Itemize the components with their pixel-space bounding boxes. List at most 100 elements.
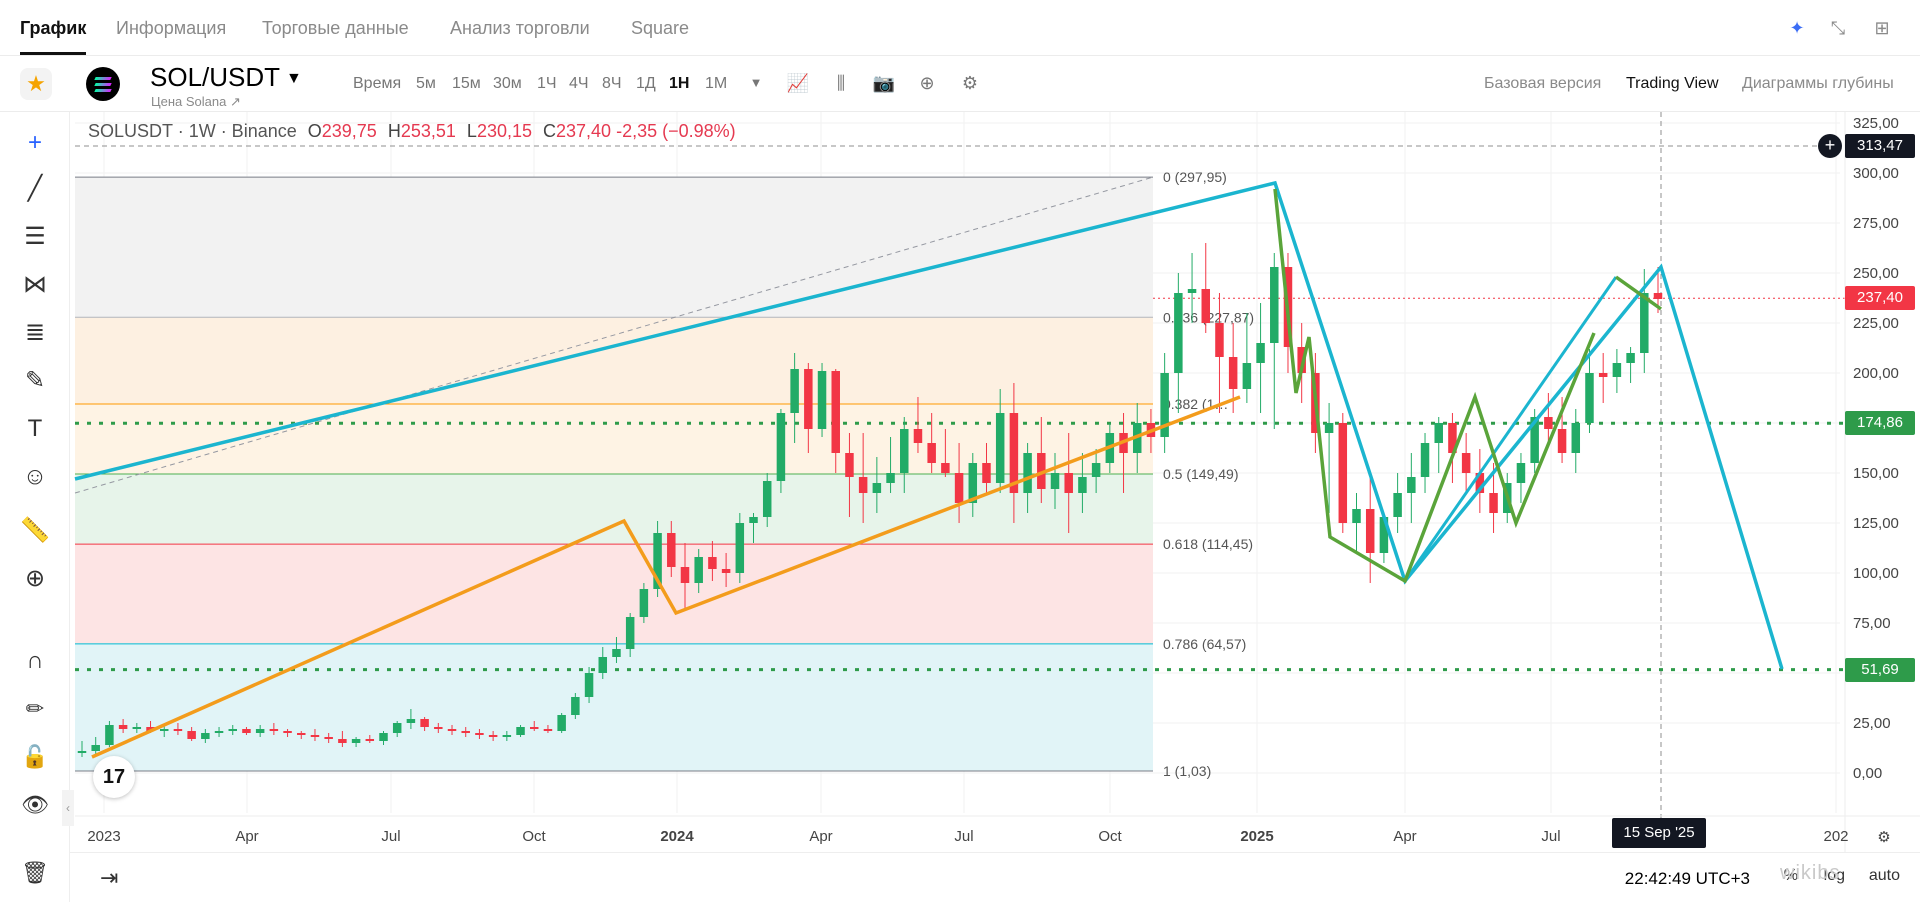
time-tick: Oct [522,828,546,845]
ai-sparkle-icon[interactable]: ✦ [1789,18,1805,38]
grid-layout-icon[interactable]: ⊞ [1874,18,1890,38]
fib-tools-icon[interactable]: ≣ [24,319,46,346]
candle-body [954,473,964,503]
candle-body [776,413,786,481]
tf-5m[interactable]: 5м [416,75,436,92]
candle-body [1160,373,1169,437]
lock-drawing-icon[interactable]: ✏ [25,696,45,721]
clock[interactable]: 22:42:49 UTC+3 [1624,869,1750,888]
crosshair-date-label: 15 Sep '25 [1612,818,1706,848]
zoom-in-icon[interactable]: ⊕ [24,565,46,592]
price-tick: 275,00 [1853,215,1899,232]
candle-body [1091,463,1101,477]
price-tick: 150,00 [1853,465,1899,482]
candle-body [1270,267,1279,343]
text-icon[interactable]: T [27,415,43,442]
current-price-label: 237,40 [1845,286,1915,310]
candle-body [995,413,1005,483]
price-tick: 125,00 [1853,515,1899,532]
price-tick: 325,00 [1853,115,1899,132]
view-tradingview[interactable]: Trading View [1626,75,1719,92]
settings-icon[interactable]: ⚙ [961,73,979,93]
candle-type-icon[interactable]: ⫼ [836,73,846,93]
fib-trend-line [74,176,1154,494]
candle-body [1489,493,1498,513]
emoji-icon[interactable]: ☺ [22,463,48,490]
candle-body [502,735,512,737]
candle-body [1585,373,1594,423]
eye-icon[interactable]: 👁 [21,792,49,817]
candle-body [1365,509,1375,553]
candle-body [900,429,909,473]
axis-settings-icon[interactable]: ⚙ [1877,829,1890,846]
log-toggle[interactable]: log [1823,867,1845,884]
candle-body [1393,493,1402,517]
tf-1h[interactable]: 1Ч [537,75,557,92]
tab-trading-data[interactable]: Торговые данные [262,18,409,38]
ruler-icon[interactable]: 📏 [20,517,50,544]
crosshair-icon[interactable]: + [27,129,42,156]
tf-1d[interactable]: 1Д [636,75,656,92]
orange-pattern-line [91,395,1241,759]
tradingview-logo[interactable]: 17 [93,756,135,798]
fib-zone [75,404,1153,475]
view-depth[interactable]: Диаграммы глубины [1742,75,1894,92]
tf-1mo[interactable]: 1М [705,75,728,92]
trend-line-icon[interactable]: ╱ [27,175,43,202]
candle-body [228,729,237,731]
pattern-icon[interactable]: ⋈ [23,271,47,298]
tf-30m[interactable]: 30м [493,75,522,92]
time-tick: 2025 [1240,828,1273,845]
view-basic[interactable]: Базовая версия [1484,75,1602,92]
fib-level-label: 0 (297,95) [1163,169,1227,185]
candle-body [1557,429,1567,453]
tab-info[interactable]: Информация [116,18,227,38]
tf-1w[interactable]: 1Н [669,75,690,92]
green-zigzag-line [1273,188,1596,584]
magnet-icon[interactable]: ∩ [26,647,44,674]
fib-zone [75,177,1153,318]
candle-body [529,727,539,729]
low-value: 230,15 [476,121,532,141]
candle-body [941,463,950,473]
candle-body [434,727,443,729]
candle-body [762,481,772,517]
tab-trade-analysis[interactable]: Анализ торговли [450,18,590,38]
symbol-info[interactable]: SOLUSDT · 1W · Binance [88,121,297,141]
crosshair-add-button[interactable]: + [1818,134,1842,158]
pair-selector[interactable]: SOL/USDT ▼ [150,62,302,92]
tf-4h[interactable]: 4Ч [569,75,589,92]
camera-icon[interactable]: 📷 [872,73,896,93]
candle-body [790,369,799,413]
percent-toggle[interactable]: % [1783,867,1798,884]
tf-15m[interactable]: 15м [452,75,481,92]
pair-subtitle[interactable]: Цена Solana ↗ [151,94,241,109]
horizontal-lines-icon[interactable]: ☰ [24,223,46,250]
timeframe-dropdown-icon[interactable]: ▼ [749,75,763,90]
favorite-star-icon[interactable]: ★ [20,68,52,100]
unlock-icon[interactable]: 🔓 [21,744,49,769]
candle-body [105,725,114,745]
candle-body [1201,289,1211,323]
add-icon[interactable]: ⊕ [919,73,935,93]
tf-8h[interactable]: 8Ч [602,75,622,92]
collapse-toolbar-button[interactable]: ‹ [62,790,74,826]
minimize-icon[interactable]: ⤡ [1830,18,1846,38]
auto-toggle[interactable]: auto [1868,867,1900,884]
brush-icon[interactable]: ✎ [24,367,46,394]
candle-body [214,731,224,733]
candle-body [297,733,306,735]
candle-body [1009,413,1019,493]
candle-body [187,731,196,739]
price-tick: 25,00 [1853,715,1891,732]
candle-body [255,729,265,733]
candle-body [118,725,128,729]
date-range-icon[interactable]: ⇥ [100,865,119,890]
level-price-label-51: 51,69 [1845,658,1915,682]
tab-chart[interactable]: График [20,18,87,38]
candle-body [516,727,525,735]
trash-icon[interactable]: 🗑 [21,860,49,885]
tab-square[interactable]: Square [631,18,690,38]
indicators-icon[interactable]: 📈 [786,73,810,93]
